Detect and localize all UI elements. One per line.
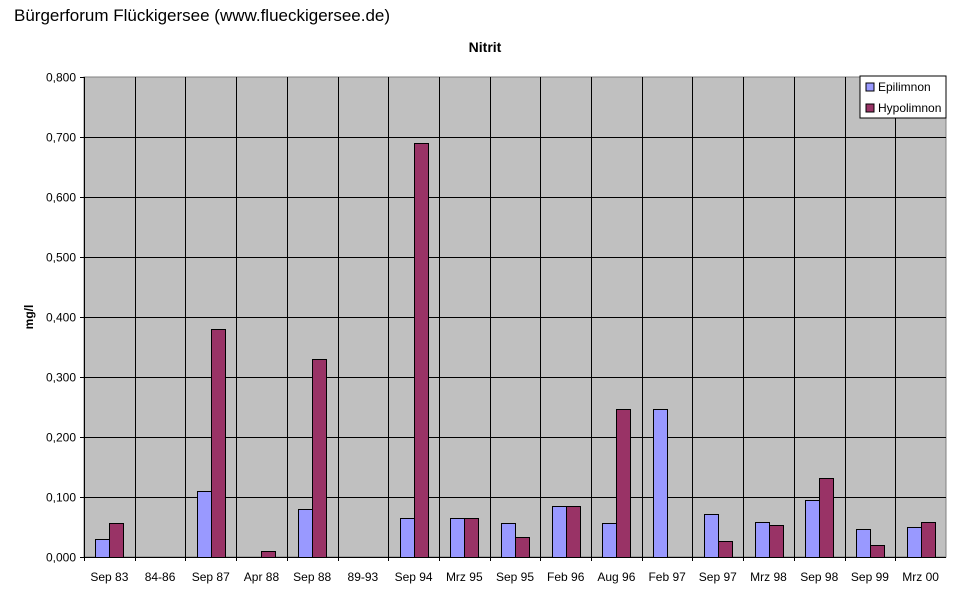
x-tick-label: Sep 98 [800,570,838,584]
bar-hypolimnon-15 [870,545,885,558]
bar-hypolimnon-0 [109,523,124,558]
page-header: Bürgerforum Flückigersee (www.flueckiger… [14,6,391,25]
x-tick-label: Apr 88 [244,570,280,584]
x-tick-label: Sep 88 [293,570,331,584]
bar-epilimnon-7 [450,518,465,558]
legend: Epilimnon Hypolimnon [859,75,947,119]
y-tick-label: 0,100 [46,491,76,505]
bar-epilimnon-8 [501,523,516,558]
bar-hypolimnon-4 [312,359,327,558]
bar-hypolimnon-10 [616,409,631,558]
x-tick-label: Sep 95 [496,570,534,584]
x-tick-label: Aug 96 [597,570,635,584]
bar-hypolimnon-13 [769,525,784,558]
bar-hypolimnon-9 [566,506,581,558]
bar-hypolimnon-7 [464,518,479,558]
x-tick-label: 89-93 [348,570,379,584]
x-tick-label: Mrz 95 [446,570,483,584]
legend-label-hypolimnon: Hypolimnon [878,101,941,115]
bar-epilimnon-15 [856,529,871,558]
x-tick-label: Sep 94 [395,570,433,584]
bar-epilimnon-4 [298,509,313,558]
legend-swatch-epilimnon [865,82,875,92]
x-tick-label: Mrz 98 [750,570,787,584]
bar-epilimnon-16 [907,527,922,558]
bar-hypolimnon-16 [921,522,936,558]
y-tick-label: 0,800 [46,71,76,85]
bar-epilimnon-6 [400,518,415,558]
bar-epilimnon-0 [95,539,110,558]
bar-epilimnon-9 [552,506,567,558]
grid-lines [84,77,946,557]
x-tick-label: Sep 87 [192,570,230,584]
y-axis-title: mg/l [22,305,36,330]
bar-epilimnon-10 [602,523,617,558]
y-tick-label: 0,400 [46,311,76,325]
bar-epilimnon-12 [704,514,719,558]
y-tick-label: 0,500 [46,251,76,265]
x-tick-label: Feb 96 [547,570,585,584]
chart-title: Nitrit [469,39,502,55]
bar-epilimnon-13 [755,522,770,558]
bar-hypolimnon-6 [414,143,429,558]
bar-hypolimnon-12 [718,541,733,558]
legend-label-epilimnon: Epilimnon [878,80,931,94]
bar-epilimnon-2 [197,491,212,558]
bar-hypolimnon-3 [261,551,276,558]
x-tick-label: Sep 97 [699,570,737,584]
y-tick-label: 0,700 [46,131,76,145]
legend-swatch-hypolimnon [865,103,875,113]
bar-hypolimnon-14 [819,478,834,558]
bar-epilimnon-11 [653,409,668,558]
bar-hypolimnon-2 [211,329,226,558]
bars [95,143,936,558]
y-tick-label: 0,600 [46,191,76,205]
bar-epilimnon-14 [805,500,820,558]
y-tick-label: 0,000 [46,551,76,565]
x-tick-label: 84-86 [145,570,176,584]
x-tick-label: Sep 99 [851,570,889,584]
bar-hypolimnon-8 [515,537,530,558]
x-tick-label: Sep 83 [90,570,128,584]
axes: 0,000 0,100 0,200 0,300 0,400 0,500 0,600 0,700… [46,71,946,584]
x-tick-label: Mrz 00 [902,570,939,584]
y-tick-label: 0,200 [46,431,76,445]
x-tick-label: Feb 97 [648,570,686,584]
y-tick-label: 0,300 [46,371,76,385]
